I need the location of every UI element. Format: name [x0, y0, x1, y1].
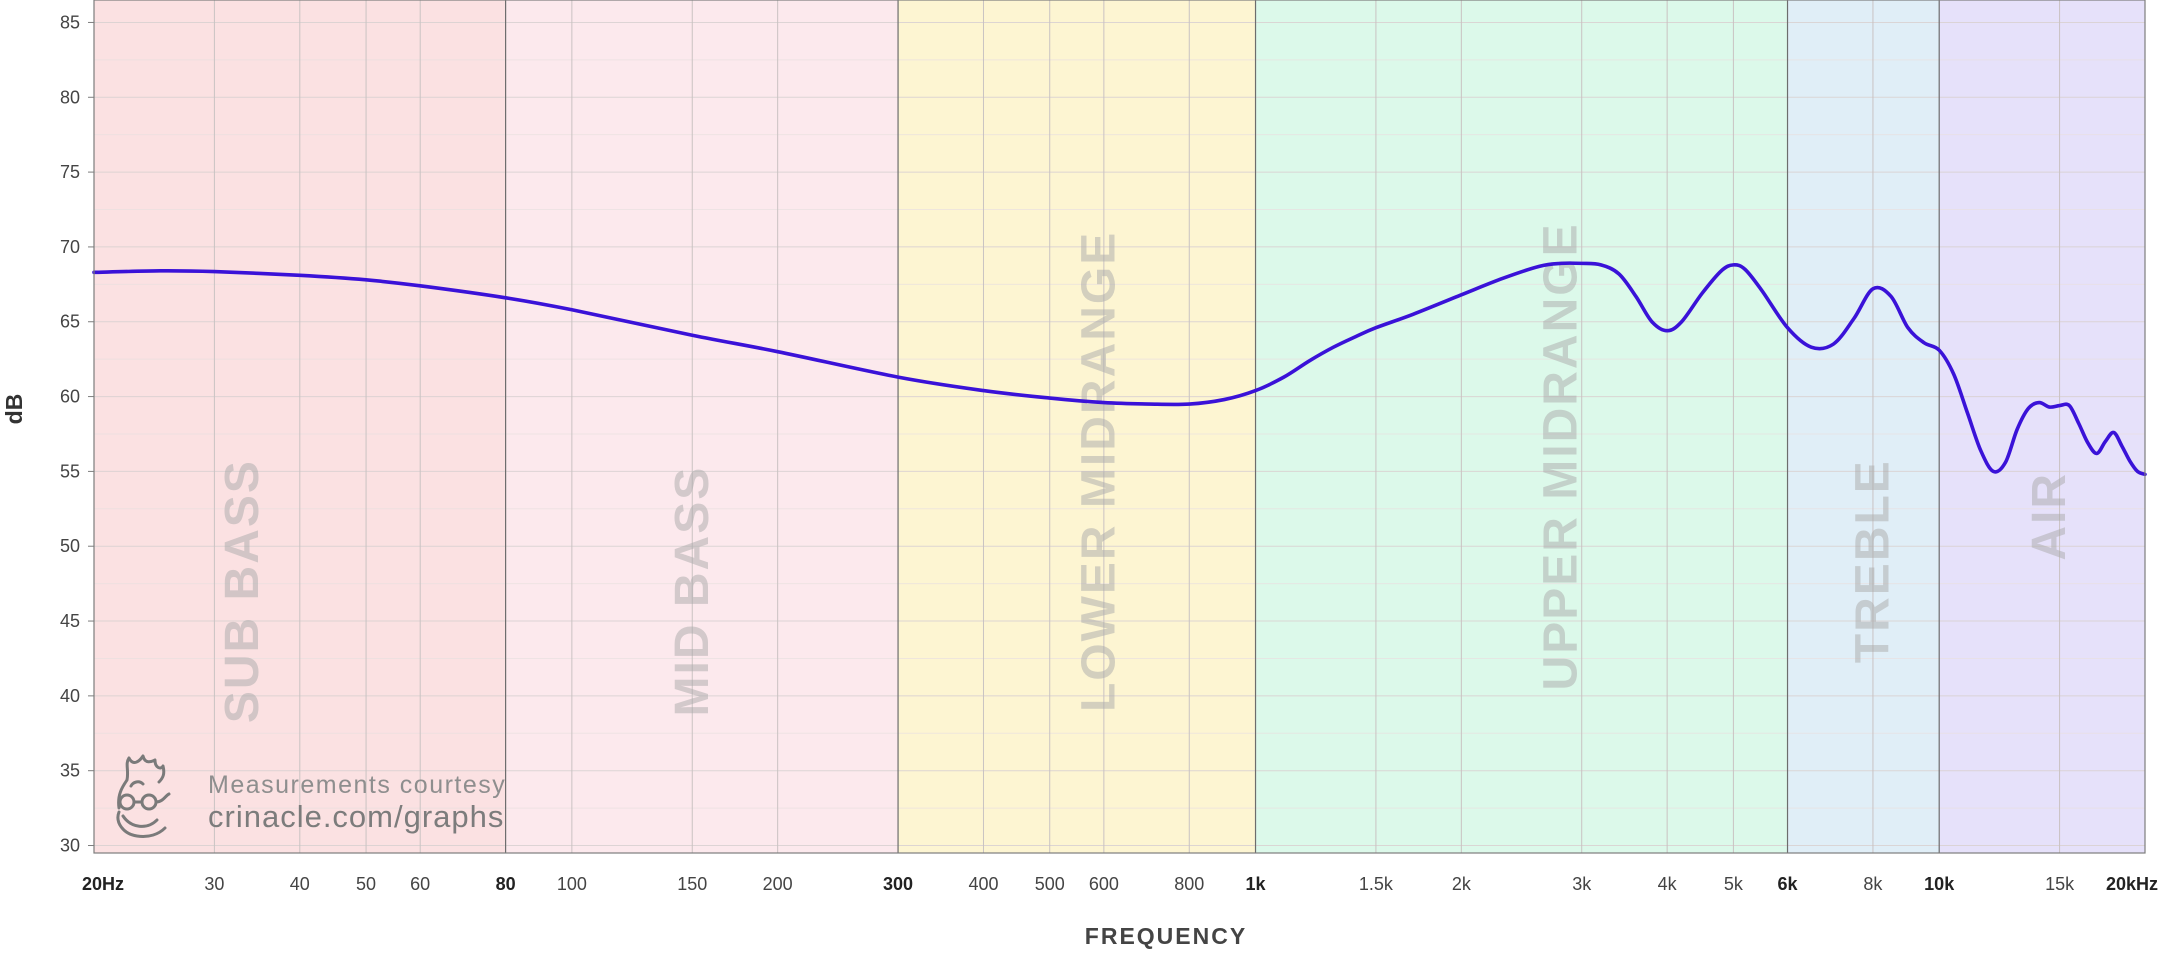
y-axis-ticks: 30 35 40 45 50 55 60 65 70 75 80 85	[60, 12, 94, 856]
x-tick-label: 8k	[1863, 874, 1883, 894]
band-label-5: AIR	[2023, 472, 2076, 561]
x-tick-label: 1.5k	[1359, 874, 1394, 894]
y-tick-label: 40	[60, 686, 80, 706]
x-tick-label: 150	[677, 874, 707, 894]
y-tick-label: 85	[60, 12, 80, 32]
series-lines	[92, 261, 2147, 477]
x-tick-label: 30	[204, 874, 224, 894]
watermark-line-2: crinacle.com/graphs	[208, 799, 504, 834]
plot-frame	[93, 0, 2146, 854]
band-3	[1255, 0, 1788, 853]
x-tick-label: 500	[1035, 874, 1065, 894]
band-backgrounds	[94, 0, 2145, 853]
y-axis-label: dB	[1, 394, 27, 425]
x-tick-label: 80	[496, 874, 516, 894]
x-tick-label: 15k	[2045, 874, 2075, 894]
band-2	[898, 0, 1256, 853]
y-tick-label: 75	[60, 162, 80, 182]
band-label-2: LOWER MIDRANGE	[1072, 231, 1125, 712]
y-tick-label: 45	[60, 611, 80, 631]
y-tick-label: 70	[60, 237, 80, 257]
band-labels: SUB BASS MID BASS LOWER MIDRANGE UPPER MIDR…	[216, 222, 2076, 723]
x-tick-label: 5k	[1724, 874, 1744, 894]
band-label-3: UPPER MIDRANGE	[1535, 222, 1588, 690]
x-tick-label: 800	[1174, 874, 1204, 894]
x-tick-label: 1k	[1246, 874, 1267, 894]
x-tick-label: 4k	[1658, 874, 1678, 894]
x-tick-label: 300	[883, 874, 913, 894]
y-tick-label: 60	[60, 387, 80, 407]
x-tick-label: 20Hz	[82, 874, 124, 894]
x-axis-ticks: 20Hz 30 40 50 60 80 100 150 200 300 400 500 600 800 1k…	[82, 874, 2158, 894]
band-4	[1787, 0, 1940, 853]
y-tick-label: 50	[60, 536, 80, 556]
band-5	[1939, 0, 2145, 853]
x-tick-label: 40	[290, 874, 310, 894]
x-tick-label: 50	[356, 874, 376, 894]
watermark: Measurements courtesy crinacle.com/graph…	[116, 754, 506, 838]
series-line-0	[92, 261, 2147, 477]
y-tick-label: 55	[60, 461, 80, 481]
band-label-1: MID BASS	[666, 466, 719, 717]
y-tick-label: 80	[60, 87, 80, 107]
band-label-4: TREBLE	[1846, 459, 1899, 663]
x-tick-label: 6k	[1778, 874, 1799, 894]
x-tick-label: 200	[763, 874, 793, 894]
y-tick-label: 35	[60, 761, 80, 781]
band-label-0: SUB BASS	[216, 459, 269, 723]
watermark-line-1: Measurements courtesy	[208, 771, 506, 799]
x-tick-label: 3k	[1572, 874, 1592, 894]
x-tick-label: 2k	[1452, 874, 1472, 894]
x-tick-label: 20kHz	[2106, 874, 2158, 894]
x-axis-label: FREQUENCY	[1085, 923, 1247, 949]
x-tick-label: 10k	[1924, 874, 1955, 894]
band-1	[505, 0, 899, 853]
y-tick-label: 30	[60, 836, 80, 856]
y-tick-label: 65	[60, 312, 80, 332]
x-tick-label: 60	[410, 874, 430, 894]
crinacle-flame-logo	[116, 754, 171, 838]
gridlines	[94, 0, 2145, 853]
x-tick-label: 400	[968, 874, 998, 894]
x-tick-label: 100	[557, 874, 587, 894]
x-tick-label: 600	[1089, 874, 1119, 894]
